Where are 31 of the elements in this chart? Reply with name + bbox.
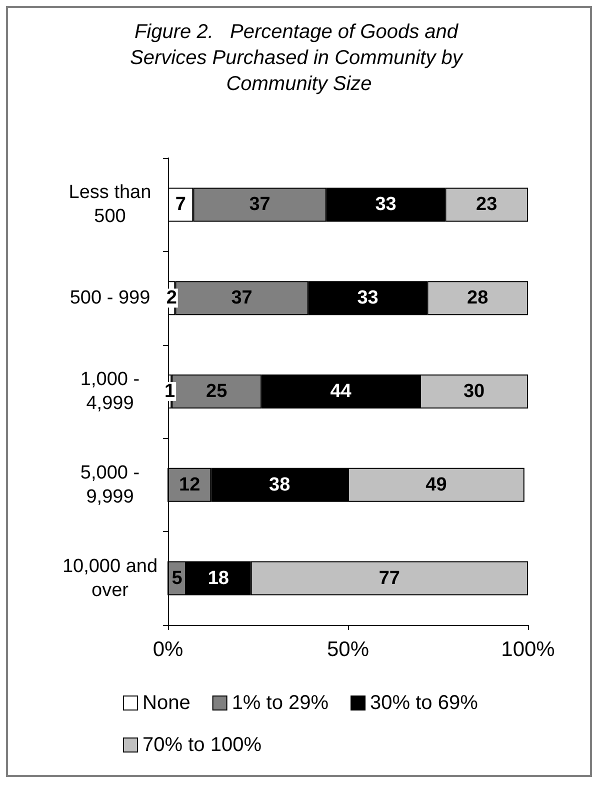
data-label: 44 (330, 381, 352, 402)
data-label: 30 (463, 381, 485, 402)
x-tick-label: 0% (152, 638, 184, 661)
legend-label: 1% to 29% (232, 692, 329, 714)
data-label: 18 (208, 568, 229, 589)
data-label: 38 (269, 474, 290, 496)
data-label: 7 (175, 194, 186, 216)
data-label: 12 (179, 474, 200, 496)
y-tick-label: 5,000 - 9,999 (80, 462, 140, 508)
data-label: 25 (206, 381, 228, 402)
data-label: 77 (378, 568, 400, 589)
data-label: 37 (249, 194, 270, 216)
data-label: 5 (172, 568, 183, 589)
data-label: 1 (164, 381, 176, 402)
y-tick-label: 1,000 - 4,999 (80, 369, 140, 414)
data-label: 49 (426, 474, 447, 496)
data-label: 2 (166, 288, 177, 309)
x-tick-label: 100% (501, 638, 555, 661)
legend-label: 30% to 69% (370, 692, 478, 714)
data-label: 33 (375, 194, 396, 216)
data-label: 33 (357, 288, 378, 309)
y-tick-label: Less than 500 (68, 182, 152, 228)
data-label: 23 (476, 194, 498, 216)
legend-label: None (142, 692, 190, 714)
y-tick-label: 500 - 999 (70, 288, 150, 309)
data-label: 28 (467, 288, 488, 309)
chart-title: Figure 2. Percentage of Goods and Services Purchased in Community by Community Size (130, 21, 468, 95)
y-tick-label: 10,000 and over (62, 556, 158, 601)
data-label: 37 (231, 288, 252, 309)
legend-label: 70% to 100% (142, 734, 262, 756)
x-tick-label: 50% (326, 638, 370, 661)
